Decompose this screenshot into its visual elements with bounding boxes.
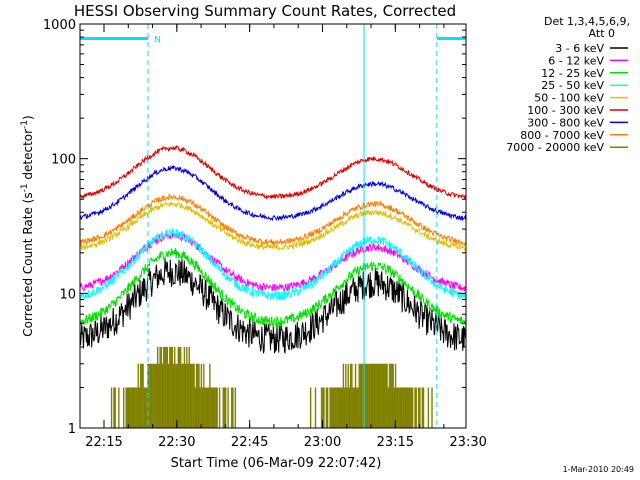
- legend-item-label: 800 - 7000 keV: [520, 129, 604, 142]
- plot-frame: [79, 23, 467, 429]
- legend-item-label: 100 - 300 keV: [527, 104, 604, 117]
- x-tick-label: 22:45: [231, 435, 268, 450]
- legend-item-label: 25 - 50 keV: [541, 79, 604, 92]
- series-0-line: [79, 258, 467, 355]
- series-8: [110, 346, 433, 428]
- x-tick-label: 23:30: [449, 435, 486, 450]
- series-3-line: [79, 227, 467, 301]
- y-axis-label: Corrected Count Rate (s-1 detector-1): [20, 115, 35, 336]
- y-tick-label: 10: [59, 287, 76, 302]
- plot-timestamp: 1-Mar-2010 20:49: [562, 465, 634, 474]
- legend-item-label: 6 - 12 keV: [548, 54, 604, 67]
- y-tick-label: 100: [51, 153, 76, 168]
- series-7-line: [79, 193, 466, 247]
- y-axis: 1 10 100 1000: [43, 18, 466, 437]
- x-axis-label: Start Time (06-Mar-09 22:07:42): [171, 456, 382, 471]
- legend-header-detectors: Det 1,3,4,5,6,9,: [544, 15, 630, 28]
- legend-item-label: 7000 - 20000 keV: [506, 141, 604, 154]
- legend-item-label: 300 - 800 keV: [527, 116, 604, 129]
- x-tick-label: 22:15: [85, 435, 122, 450]
- legend-header-attenuator: Att 0: [589, 27, 615, 40]
- y-tick-label: 1: [68, 422, 76, 437]
- series-layer: [79, 144, 467, 428]
- night-label: N: [154, 36, 161, 46]
- x-tick-label: 23:15: [377, 435, 414, 450]
- y-tick-label: 1000: [43, 18, 76, 33]
- eclipse-marker-layer: N: [80, 24, 466, 428]
- x-axis: 22:15 22:30 22:45 23:00 23:15 23:30: [85, 24, 487, 450]
- series-5-line: [79, 144, 467, 201]
- legend-item-label: 50 - 100 keV: [534, 92, 604, 105]
- series-2-line: [79, 247, 467, 329]
- series-1-line: [79, 231, 467, 292]
- x-tick-label: 23:00: [304, 435, 341, 450]
- chart-title: HESSI Observing Summary Count Rates, Cor…: [74, 2, 456, 20]
- series-6-line: [79, 165, 467, 222]
- legend-item-label: 3 - 6 keV: [555, 42, 604, 55]
- series-4-line: [79, 200, 467, 251]
- legend-item-label: 12 - 25 keV: [541, 67, 604, 80]
- x-tick-label: 22:30: [158, 435, 195, 450]
